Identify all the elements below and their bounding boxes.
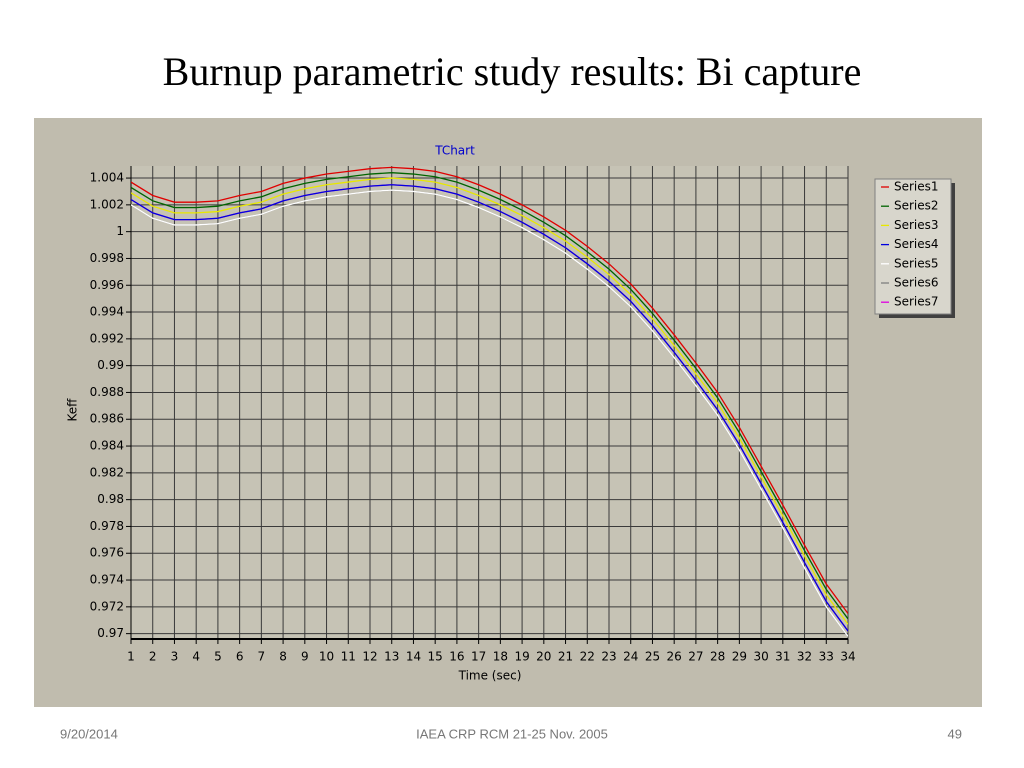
x-tick-label: 6 <box>236 650 244 664</box>
x-tick-label: 15 <box>428 650 443 664</box>
x-tick-label: 22 <box>580 650 595 664</box>
y-tick-label: 0.994 <box>90 305 124 319</box>
y-tick-label: 0.986 <box>90 412 124 426</box>
footer-page: 49 <box>948 726 962 741</box>
y-tick-label: 0.978 <box>90 519 124 533</box>
x-tick-label: 12 <box>362 650 377 664</box>
y-tick-label: 1.002 <box>90 197 124 211</box>
x-tick-label: 17 <box>471 650 486 664</box>
legend-box <box>874 178 952 315</box>
x-tick-label: 24 <box>623 650 638 664</box>
x-tick-label: 21 <box>558 650 573 664</box>
series-line <box>131 166 848 614</box>
legend-label: Series3 <box>894 218 939 232</box>
x-tick-label: 14 <box>406 650 421 664</box>
x-tick-label: 34 <box>840 650 855 664</box>
y-tick-label: 0.97 <box>97 626 124 640</box>
x-tick-label: 31 <box>775 650 790 664</box>
x-tick-label: 9 <box>301 650 309 664</box>
x-tick-label: 29 <box>732 650 747 664</box>
x-axis-label: Time (sec) <box>458 669 522 683</box>
x-tick-label: 32 <box>797 650 812 664</box>
series-layer <box>131 166 848 637</box>
y-tick-label: 0.976 <box>90 546 124 560</box>
plot-area <box>131 166 848 639</box>
x-tick-label: 7 <box>258 650 266 664</box>
y-tick-label: 0.988 <box>90 385 124 399</box>
x-tick-label: 3 <box>171 650 179 664</box>
x-tick-label: 18 <box>493 650 508 664</box>
y-tick-label: 0.984 <box>90 439 124 453</box>
series-line <box>131 177 848 625</box>
series-line <box>131 189 848 637</box>
legend-label: Series4 <box>894 237 939 251</box>
y-tick-label: 0.99 <box>97 358 124 372</box>
x-tick-label: 8 <box>279 650 287 664</box>
x-tick-label: 5 <box>214 650 222 664</box>
footer-date: 9/20/2014 <box>60 726 118 741</box>
x-tick-label: 11 <box>341 650 356 664</box>
x-tick-label: 26 <box>667 650 682 664</box>
x-tick-label: 28 <box>710 650 725 664</box>
y-tick-label: 1 <box>116 224 124 238</box>
y-tick-label: 1.004 <box>90 171 124 185</box>
x-tick-label: 33 <box>819 650 834 664</box>
legend-label: Series6 <box>894 276 939 290</box>
x-tick-label: 27 <box>688 650 703 664</box>
legend-label: Series7 <box>894 295 939 309</box>
x-tick-label: 2 <box>149 650 157 664</box>
x-tick-label: 1 <box>127 650 135 664</box>
legend-label: Series2 <box>894 199 939 213</box>
y-tick-label: 0.982 <box>90 465 124 479</box>
x-tick-label: 10 <box>319 650 334 664</box>
x-tick-label: 20 <box>536 650 551 664</box>
y-tick-label: 0.972 <box>90 599 124 613</box>
y-tick-label: 0.996 <box>90 278 124 292</box>
y-axis-label: Keff <box>66 398 80 422</box>
slide-title: Burnup parametric study results: Bi capt… <box>163 49 862 94</box>
footer-center: IAEA CRP RCM 21-25 Nov. 2005 <box>416 726 608 741</box>
chart-title: TChart <box>434 144 475 158</box>
y-tick-label: 0.992 <box>90 331 124 345</box>
legend-label: Series5 <box>894 256 939 270</box>
series-line <box>131 184 848 632</box>
series-line <box>131 172 848 620</box>
x-tick-label: 25 <box>645 650 660 664</box>
y-tick-label: 0.998 <box>90 251 124 265</box>
y-tick-label: 0.974 <box>90 573 124 587</box>
x-tick-label: 23 <box>601 650 616 664</box>
x-tick-label: 19 <box>514 650 529 664</box>
x-tick-label: 4 <box>192 650 200 664</box>
x-tick-label: 30 <box>753 650 768 664</box>
x-tick-label: 13 <box>384 650 399 664</box>
y-tick-label: 0.98 <box>97 492 124 506</box>
legend-label: Series1 <box>894 180 939 194</box>
x-tick-label: 16 <box>449 650 464 664</box>
